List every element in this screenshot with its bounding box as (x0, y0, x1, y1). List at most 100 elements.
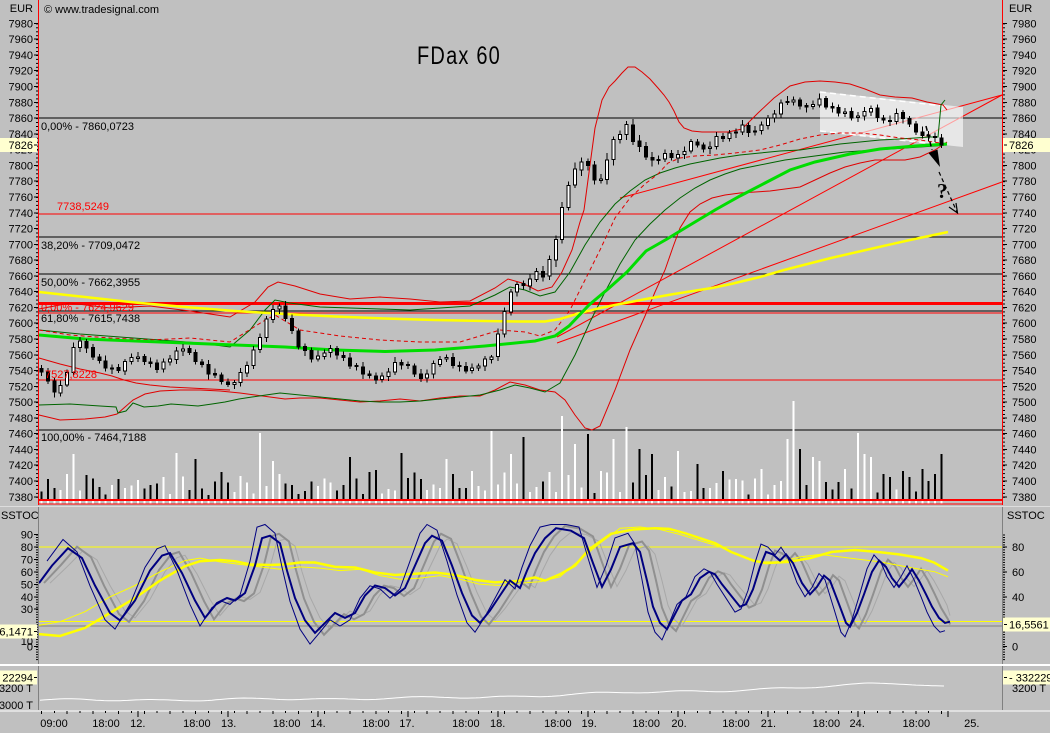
svg-text:7826: 7826 (9, 140, 33, 152)
svg-text:18:00: 18:00 (362, 718, 390, 730)
svg-text:7480: 7480 (1012, 413, 1036, 425)
svg-text:7640: 7640 (1012, 287, 1036, 299)
svg-text:7900: 7900 (9, 82, 33, 94)
svg-text:3200 T: 3200 T (1012, 683, 1046, 695)
svg-text:7380: 7380 (9, 492, 33, 504)
svg-text:0: 0 (27, 642, 33, 654)
svg-text:7680: 7680 (9, 255, 33, 267)
svg-text:7800: 7800 (1012, 160, 1036, 172)
svg-text:7840: 7840 (1012, 129, 1036, 141)
svg-text:22294: 22294 (2, 673, 33, 685)
svg-text:24.: 24. (850, 718, 865, 730)
svg-text:?: ? (937, 179, 948, 203)
svg-text:18:00: 18:00 (903, 718, 931, 730)
svg-text:7738,5249: 7738,5249 (57, 201, 109, 213)
svg-text:7740: 7740 (1012, 208, 1036, 220)
svg-text:EUR: EUR (1009, 3, 1032, 15)
svg-text:7860: 7860 (1012, 113, 1036, 125)
svg-text:40: 40 (21, 592, 33, 604)
svg-text:18:00: 18:00 (183, 718, 211, 730)
svg-text:- 332229: - 332229 (1009, 673, 1050, 685)
svg-text:7680: 7680 (1012, 255, 1036, 267)
svg-text:7500: 7500 (9, 397, 33, 409)
svg-text:18.: 18. (490, 718, 505, 730)
svg-text:80: 80 (1012, 542, 1024, 554)
svg-text:7920: 7920 (9, 66, 33, 78)
svg-text:18:00: 18:00 (92, 718, 120, 730)
svg-text:EUR: EUR (10, 3, 33, 15)
svg-text:20.: 20. (671, 718, 686, 730)
svg-text:7720: 7720 (9, 224, 33, 236)
svg-text:7900: 7900 (1012, 82, 1036, 94)
svg-text:60: 60 (21, 567, 33, 579)
svg-text:7527,8228: 7527,8228 (45, 369, 97, 381)
svg-text:SSTOC: SSTOC (1, 510, 39, 522)
svg-text:70: 70 (21, 554, 33, 566)
svg-text:7440: 7440 (9, 444, 33, 456)
svg-text:7660: 7660 (1012, 271, 1036, 283)
svg-text:3200 T: 3200 T (0, 683, 33, 695)
svg-text:7760: 7760 (9, 192, 33, 204)
svg-text:18:00: 18:00 (273, 718, 301, 730)
svg-text:SSTOC: SSTOC (1007, 510, 1045, 522)
svg-text:7520: 7520 (1012, 381, 1036, 393)
svg-text:3000 T: 3000 T (0, 700, 33, 712)
svg-text:60: 60 (1012, 567, 1024, 579)
svg-text:0,00% - 7624,9629: 0,00% - 7624,9629 (41, 302, 134, 314)
svg-text:7826: 7826 (1009, 140, 1033, 152)
svg-text:80: 80 (21, 542, 33, 554)
svg-text:7980: 7980 (1012, 18, 1036, 30)
svg-text:38,20% - 7709,0472: 38,20% - 7709,0472 (41, 240, 140, 252)
svg-text:7480: 7480 (9, 413, 33, 425)
svg-text:7400: 7400 (1012, 476, 1036, 488)
svg-text:7780: 7780 (1012, 176, 1036, 188)
svg-text:10: 10 (21, 636, 33, 648)
svg-text:7520: 7520 (9, 381, 33, 393)
svg-text:21.: 21. (761, 718, 776, 730)
svg-text:7720: 7720 (1012, 224, 1036, 236)
svg-text:09:00: 09:00 (40, 718, 68, 730)
svg-text:7500: 7500 (1012, 397, 1036, 409)
svg-text:7580: 7580 (9, 334, 33, 346)
svg-text:7460: 7460 (9, 429, 33, 441)
svg-text:16,5561: 16,5561 (1009, 620, 1049, 632)
svg-text:18:00: 18:00 (632, 718, 660, 730)
svg-text:50: 50 (21, 579, 33, 591)
svg-text:7700: 7700 (1012, 239, 1036, 251)
svg-text:7740: 7740 (9, 208, 33, 220)
svg-text:7420: 7420 (9, 460, 33, 472)
svg-text:7660: 7660 (9, 271, 33, 283)
svg-text:7600: 7600 (1012, 318, 1036, 330)
svg-text:18:00: 18:00 (452, 718, 480, 730)
svg-text:7560: 7560 (1012, 350, 1036, 362)
svg-text:7580: 7580 (1012, 334, 1036, 346)
svg-text:7760: 7760 (1012, 192, 1036, 204)
svg-text:7620: 7620 (9, 302, 33, 314)
svg-text:7780: 7780 (9, 176, 33, 188)
svg-text:0,00% - 7860,0723: 0,00% - 7860,0723 (41, 121, 134, 133)
svg-text:17.: 17. (399, 718, 414, 730)
svg-text:7460: 7460 (1012, 429, 1036, 441)
svg-text:25.: 25. (964, 718, 979, 730)
svg-text:0: 0 (1012, 642, 1018, 654)
svg-text:61,80% - 7615,7438: 61,80% - 7615,7438 (41, 313, 140, 325)
svg-text:7960: 7960 (1012, 34, 1036, 46)
svg-text:7880: 7880 (9, 97, 33, 109)
svg-text:7420: 7420 (1012, 460, 1036, 472)
svg-text:7800: 7800 (9, 160, 33, 172)
svg-text:7880: 7880 (1012, 97, 1036, 109)
svg-text:7940: 7940 (1012, 50, 1036, 62)
svg-text:7380: 7380 (1012, 492, 1036, 504)
svg-text:7960: 7960 (9, 34, 33, 46)
svg-text:7540: 7540 (1012, 366, 1036, 378)
svg-text:90: 90 (21, 529, 33, 541)
svg-text:7560: 7560 (9, 350, 33, 362)
svg-text:18:00: 18:00 (813, 718, 841, 730)
svg-text:13.: 13. (221, 718, 236, 730)
svg-text:19.: 19. (582, 718, 597, 730)
svg-text:7600: 7600 (9, 318, 33, 330)
svg-text:7400: 7400 (9, 476, 33, 488)
svg-text:6,1471: 6,1471 (0, 627, 33, 639)
svg-text:12.: 12. (130, 718, 145, 730)
svg-text:7440: 7440 (1012, 444, 1036, 456)
